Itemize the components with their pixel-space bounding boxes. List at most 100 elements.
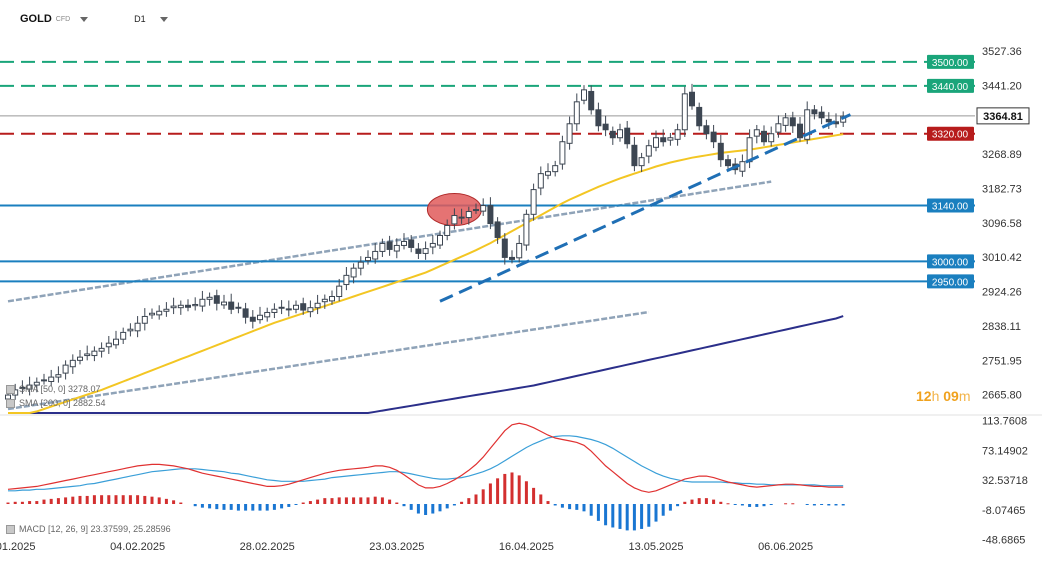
macd-histogram-bar-positive: [49, 498, 53, 504]
sma50-line: [8, 133, 844, 414]
indicator-settings-icon[interactable]: [6, 384, 15, 394]
macd-legend[interactable]: MACD [12, 26, 9] 23.37599, 25.28596: [6, 524, 171, 534]
macd-histogram-bar-positive: [35, 501, 39, 504]
candle-up: [804, 109, 811, 140]
candle-down: [487, 205, 494, 225]
macd-histogram-bar-positive: [373, 496, 377, 504]
price-axis-tick-label: 3527.36: [982, 46, 1022, 58]
indicator-settings-icon[interactable]: [6, 398, 15, 408]
candle-up: [566, 123, 573, 144]
candle-down: [242, 308, 249, 318]
timeframe-label[interactable]: D1: [134, 14, 146, 24]
macd-histogram-bar-positive: [359, 497, 363, 504]
macd-histogram-bar-positive: [503, 473, 507, 504]
symbol-dropdown-icon[interactable]: [80, 16, 89, 22]
candle-down: [213, 295, 220, 304]
price-level-badge: [927, 126, 974, 141]
candle-down: [696, 106, 703, 127]
candle-down: [761, 130, 767, 143]
timeframe-dropdown-icon[interactable]: [159, 16, 168, 22]
candle-up: [545, 171, 551, 176]
candle-up: [77, 356, 83, 361]
macd-histogram-bar-positive: [100, 495, 104, 504]
macd-histogram-bar-negative: [402, 504, 406, 507]
price-level-label: 3500.00: [932, 58, 969, 69]
macd-histogram-bar-negative: [668, 504, 672, 511]
candle-up: [113, 338, 119, 346]
sma200-legend[interactable]: SMA [200, 0] 2882.54: [6, 398, 106, 408]
indicator-settings-icon[interactable]: [6, 524, 15, 534]
candle-down: [386, 241, 393, 250]
macd-histogram-bar-negative: [748, 504, 752, 507]
candle-down: [602, 123, 609, 131]
macd-histogram-bar-positive: [136, 495, 140, 504]
macd-histogram-bar-positive: [784, 503, 788, 505]
candle-up: [782, 117, 789, 126]
macd-histogram-bar-positive: [13, 501, 17, 504]
macd-histogram-bar-positive: [481, 489, 485, 504]
candle-up: [379, 242, 386, 252]
macd-histogram-bar-negative: [215, 504, 219, 510]
sma50-legend[interactable]: SMA [50, 0] 3278.07: [6, 384, 101, 394]
timer-minutes-unit: m: [958, 388, 971, 404]
macd-histogram-bar-positive: [344, 497, 348, 504]
x-axis-tick-label: 13.05.2025: [628, 541, 683, 553]
timer-minutes: 09: [943, 388, 959, 404]
sma200-legend-text: SMA [200, 0] 2882.54: [19, 398, 106, 408]
macd-histogram-bar-negative: [762, 504, 766, 507]
candle-down: [595, 109, 602, 127]
macd-histogram-bar-negative: [251, 504, 255, 511]
price-level-label: 3320.00: [932, 130, 969, 141]
current-price-label: 3364.81: [983, 111, 1023, 123]
macd-histogram-bar-positive: [532, 487, 536, 504]
macd-histogram-bar-positive: [6, 502, 10, 504]
macd-histogram-bar-positive: [172, 500, 176, 504]
macd-histogram-bar-positive: [712, 499, 716, 504]
macd-histogram-bar-negative: [647, 504, 651, 527]
macd-histogram-bar-positive: [395, 502, 399, 504]
macd-histogram-bar-positive: [467, 498, 471, 504]
candle-up: [343, 274, 350, 286]
symbol-label[interactable]: GOLD: [20, 13, 52, 25]
candle-up: [33, 381, 40, 386]
macd-histogram-bar-negative: [654, 504, 658, 522]
macd-line: [7, 422, 844, 493]
candle-down: [797, 123, 803, 139]
candle-down: [689, 91, 695, 107]
macd-histogram-bar-positive: [316, 499, 320, 504]
candle-down: [494, 221, 501, 238]
candle-up: [516, 242, 523, 259]
macd-histogram-bar-negative: [632, 504, 636, 531]
candle-up: [674, 129, 681, 140]
macd-histogram-bar-negative: [294, 504, 298, 505]
macd-histogram-bar-negative: [280, 504, 284, 509]
macd-histogram-bar-negative: [618, 504, 622, 529]
candle-up: [163, 308, 170, 312]
macd-histogram-bar-positive: [157, 497, 161, 504]
macd-axis-tick-label: -48.6865: [982, 535, 1025, 547]
macd-histogram-bar-positive: [704, 498, 708, 504]
candle-down: [588, 90, 595, 111]
chart-header: GOLD CFD D1: [20, 10, 168, 28]
candle-up: [350, 267, 357, 278]
candle-up: [753, 129, 760, 137]
candle-up: [573, 101, 580, 125]
macd-axis-tick-label: 73.14902: [982, 445, 1028, 457]
macd-histogram-bar-negative: [553, 504, 557, 506]
candle-up: [444, 225, 451, 236]
macd-histogram-bar-positive: [510, 472, 514, 504]
candle-down: [458, 216, 465, 219]
macd-histogram-bar-negative: [416, 504, 420, 514]
candle-down: [818, 111, 825, 119]
candle-down: [501, 238, 508, 258]
candle-down: [631, 144, 638, 167]
macd-histogram-bar-negative: [676, 504, 680, 507]
macd-histogram-bar-positive: [488, 483, 492, 504]
candle-up: [645, 145, 652, 157]
candle-up: [221, 301, 227, 306]
price-level-badge: [927, 54, 974, 69]
candle-down: [710, 131, 717, 143]
price-axis-tick-label: 3096.58: [982, 218, 1022, 230]
